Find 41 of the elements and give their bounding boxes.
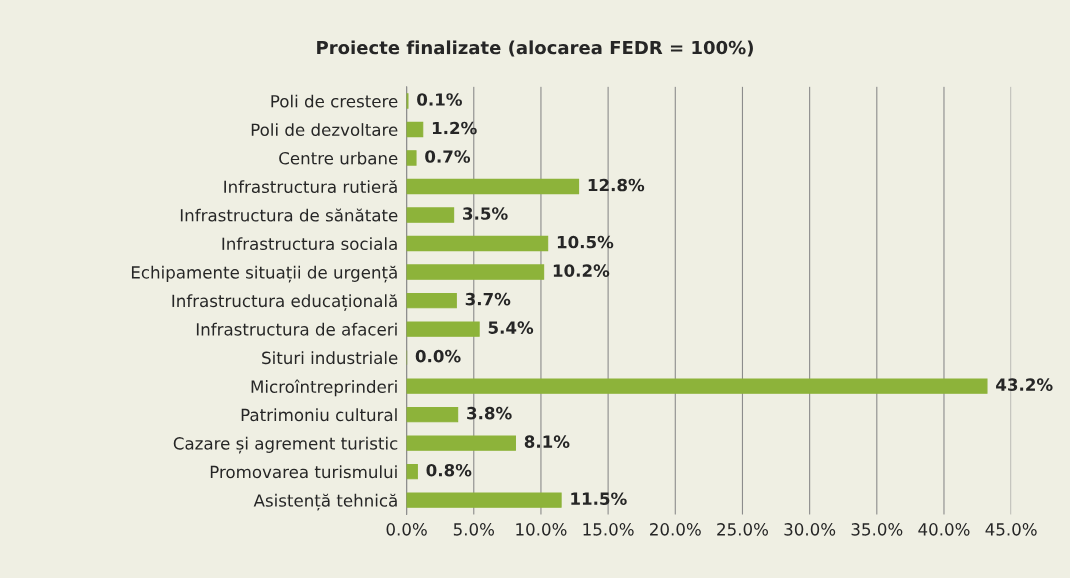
data-label: 11.5% [571, 492, 627, 505]
x-tick-label: 20.0% [650, 523, 701, 536]
x-tick-label: 35.0% [851, 523, 903, 536]
data-label: 10.2% [553, 264, 610, 277]
data-label: 0.7% [425, 150, 471, 163]
data-label: 10.5% [557, 235, 614, 249]
data-label: 3.8% [467, 406, 512, 420]
data-label: 0.0% [415, 349, 461, 363]
y-tick-label: Promovarea turismului [210, 465, 397, 479]
x-tick-label: 30.0% [784, 523, 836, 536]
x-tick-label: 0.0% [386, 523, 427, 536]
x-tick-label: 10.0% [516, 523, 567, 536]
y-tick-label: Infrastructura rutieră [224, 180, 397, 194]
y-tick-label: Infrastructura sociala [222, 237, 397, 251]
y-tick-label: Echipamente situații de urgență [131, 265, 397, 283]
x-tick-label: 40.0% [918, 523, 970, 536]
y-tick-label: Cazare și agrement turistic [173, 436, 398, 454]
y-tick-label: Infrastructura de afaceri [196, 322, 397, 336]
data-label: 43.2% [996, 378, 1053, 391]
data-label: 8.1% [524, 435, 570, 448]
y-tick-label: Poli de dezvoltare [251, 123, 398, 137]
data-label: 3.7% [465, 292, 511, 306]
x-tick-label: 45.0% [985, 523, 1037, 536]
y-tick-label: Asistență tehnică [253, 493, 397, 511]
data-label: 0.1% [417, 93, 462, 106]
y-tick-label: Patrimoniu cultural [241, 408, 397, 422]
x-tick-label: 5.0% [453, 523, 495, 536]
data-label: 3.5% [463, 207, 508, 220]
y-tick-label: Microîntreprinderi [251, 379, 397, 397]
data-label: 0.8% [426, 463, 472, 477]
y-tick-label: Infrastructura de sănătate [180, 208, 398, 222]
y-tick-label: Poli de crestere [271, 94, 398, 108]
data-label: 5.4% [488, 321, 534, 334]
y-tick-label: Situri industriale [262, 351, 398, 365]
y-tick-label: Centre urbane [279, 151, 398, 165]
x-tick-label: 15.0% [583, 523, 634, 536]
y-tick-label: Infrastructura educațională [172, 294, 397, 311]
x-tick-label: 25.0% [717, 523, 769, 536]
data-label: 1.2% [432, 121, 477, 135]
data-label: 12.8% [588, 178, 645, 192]
chart-title: Proiecte finalizate (alocarea FEDR = 100%) [317, 40, 753, 57]
